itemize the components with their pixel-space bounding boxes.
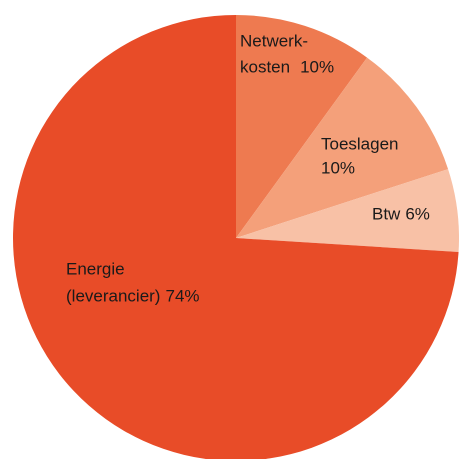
slice-label: (leverancier) (66, 286, 160, 305)
slice-label: kosten (240, 57, 290, 76)
slice-label: Netwerk- (240, 31, 308, 50)
slice-label: Energie (66, 259, 125, 278)
slice-label: Btw (372, 204, 401, 223)
value-label: 6% (405, 204, 430, 223)
pie-slice (13, 15, 459, 459)
value-label: 10% (300, 57, 334, 76)
slice-label: Toeslagen (321, 134, 399, 153)
pie-slice (236, 57, 449, 239)
pie-slice (236, 15, 368, 238)
value-label: 74% (165, 286, 199, 305)
value-label: 10% (321, 158, 355, 177)
pie-slice (236, 169, 459, 253)
